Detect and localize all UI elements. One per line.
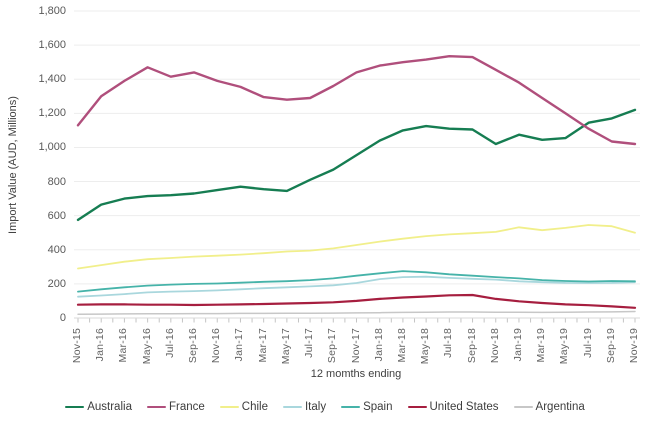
legend-swatch: [513, 406, 533, 408]
y-tick-label: 1,200: [38, 107, 66, 120]
plot-area: [74, 10, 640, 323]
legend-swatch: [219, 406, 239, 408]
x-tick-label: Mar-19: [535, 328, 548, 363]
legend-label: France: [168, 401, 205, 413]
x-tick-label: Jan-18: [372, 328, 385, 362]
x-tick-label: Jan-17: [233, 328, 246, 362]
series-line-france: [76, 55, 637, 146]
legend-item-australia: Australia: [65, 401, 132, 413]
legend-swatch: [146, 405, 166, 409]
legend-label: United States: [429, 401, 499, 413]
legend-label: Argentina: [535, 401, 585, 413]
y-tick-label: 200: [47, 277, 66, 290]
y-tick-label: 0: [59, 312, 66, 324]
x-tick-label: May-17: [279, 328, 292, 365]
y-tick-label: 400: [47, 243, 66, 256]
legend-label: Spain: [363, 401, 393, 413]
legend-swatch: [407, 405, 427, 409]
x-tick-label: Sep-19: [604, 328, 617, 364]
legend-label: Chile: [241, 401, 268, 413]
x-tick-label: Jul-18: [442, 328, 455, 358]
series-line-australia: [76, 108, 637, 222]
y-tick-label: 1,800: [38, 5, 66, 17]
series-line-argentina: [77, 310, 636, 315]
y-tick-label: 1,400: [38, 73, 66, 86]
x-tick-label: Jan-19: [511, 328, 524, 362]
x-tick-label: Nov-17: [349, 328, 362, 364]
legend-label: Italy: [304, 401, 327, 413]
legend-swatch: [65, 405, 85, 409]
x-tick-label: Mar-17: [256, 328, 269, 363]
y-tick-label: 600: [47, 209, 66, 222]
x-tick-label: Nov-16: [210, 328, 223, 364]
y-axis-title: Import Value (AUD, Millions): [7, 96, 19, 234]
series-line-united-states: [76, 293, 637, 309]
series-line-italy: [77, 275, 636, 298]
y-tick-label: 1,000: [38, 141, 66, 154]
legend-item-chile: Chile: [219, 401, 268, 413]
legend-item-spain: Spain: [341, 401, 393, 413]
x-tick-label: Nov-15: [71, 328, 83, 364]
x-tick-label: Nov-19: [628, 328, 640, 364]
x-tick-label: Jan-16: [94, 328, 107, 362]
legend-item-argentina: Argentina: [513, 401, 585, 413]
x-tick-label: May-19: [558, 328, 571, 365]
x-tick-label: Sep-16: [187, 328, 200, 364]
x-tick-label: Mar-16: [117, 328, 130, 363]
x-tick-label: Jul-16: [163, 328, 176, 358]
legend-swatch: [282, 406, 302, 408]
x-tick-label: May-18: [419, 328, 432, 365]
chart-legend: Australia France Chile Italy Spain United Sta…: [0, 396, 650, 418]
x-tick-label: May-16: [140, 328, 153, 365]
legend-item-united-states: United States: [407, 401, 499, 413]
y-tick-label: 1,600: [38, 39, 66, 52]
x-axis-title: 12 momths ending: [310, 368, 402, 380]
legend-swatch: [341, 406, 361, 408]
x-tick-label: Mar-18: [395, 328, 408, 363]
x-tick-label: Jul-19: [581, 328, 594, 358]
x-tick-label: Nov-18: [488, 328, 501, 364]
legend-item-france: France: [146, 401, 205, 413]
x-tick-label: Jul-17: [303, 328, 316, 358]
series-line-spain: [77, 270, 636, 293]
x-tick-label: Sep-17: [326, 328, 339, 364]
y-tick-label: 800: [47, 175, 66, 188]
series-line-chile: [77, 224, 636, 270]
x-tick-label: Sep-18: [465, 328, 478, 364]
legend-item-italy: Italy: [282, 401, 327, 413]
legend-label: Australia: [87, 401, 132, 413]
